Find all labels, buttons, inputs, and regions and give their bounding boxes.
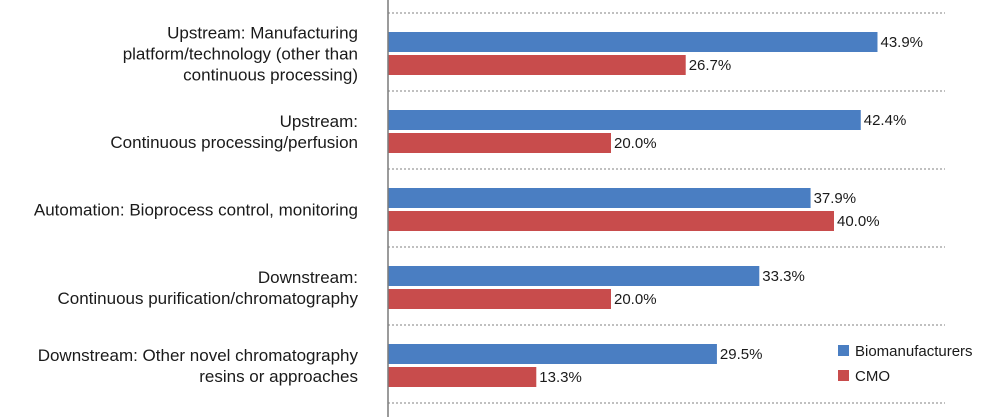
data-label: 33.3% — [762, 268, 805, 285]
category-labels: Upstream: Manufacturing platform/technolo… — [34, 24, 359, 387]
category-label: resins or approaches — [199, 367, 358, 386]
legend: Biomanufacturers CMO — [838, 343, 973, 385]
bars — [388, 32, 878, 387]
data-label: 26.7% — [689, 57, 732, 74]
category-label: Continuous purification/chromatography — [57, 289, 358, 308]
category-label: Automation: Bioprocess control, monitori… — [34, 201, 358, 220]
biomanufacturers-bar-3 — [388, 266, 760, 286]
data-label: 42.4% — [864, 112, 907, 129]
data-label: 37.9% — [814, 190, 857, 207]
category-label: Upstream: — [280, 112, 358, 131]
data-label: 13.3% — [539, 369, 582, 386]
cmo-bar-0 — [388, 55, 686, 75]
legend-swatch — [838, 370, 849, 381]
cmo-bar-2 — [388, 211, 834, 231]
cmo-bar-1 — [388, 133, 611, 153]
biomanufacturers-bar-4 — [388, 344, 717, 364]
data-label: 29.5% — [720, 346, 763, 363]
category-label: Upstream: Manufacturing — [167, 24, 358, 43]
data-label: 40.0% — [837, 213, 880, 230]
data-label: 20.0% — [614, 135, 657, 152]
cmo-bar-4 — [388, 367, 537, 387]
legend-label: Biomanufacturers — [855, 343, 973, 360]
cmo-bar-3 — [388, 289, 611, 309]
category-label: platform/technology (other than — [123, 45, 358, 64]
biomanufacturers-bar-1 — [388, 110, 861, 130]
legend-label: CMO — [855, 368, 890, 385]
data-label: 43.9% — [880, 34, 923, 51]
category-label: Continuous processing/perfusion — [110, 133, 358, 152]
value-labels: 43.9% 26.7% 42.4% 20.0% 37.9% 40.0% 33.3% 20.0%… — [539, 34, 923, 386]
biomanufacturers-bar-2 — [388, 188, 811, 208]
biomanufacturers-bar-0 — [388, 32, 878, 52]
category-label: Downstream: Other novel chromatography — [38, 346, 359, 365]
legend-swatch — [838, 345, 849, 356]
grid-lines — [388, 12, 945, 404]
category-label: continuous processing) — [183, 66, 358, 85]
data-label: 20.0% — [614, 291, 657, 308]
category-label: Downstream: — [258, 268, 358, 287]
